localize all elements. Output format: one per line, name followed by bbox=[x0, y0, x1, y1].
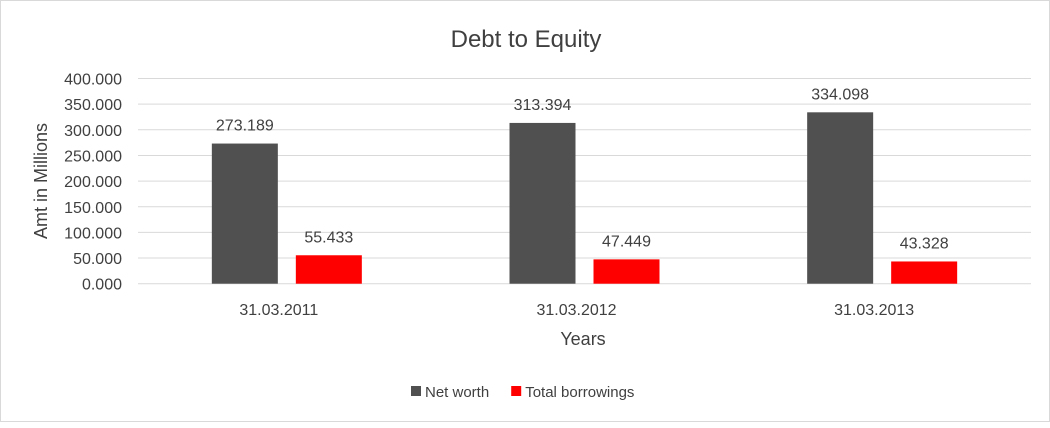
y-axis-label: Amt in Millions bbox=[31, 123, 51, 239]
bar-total-borrowings bbox=[295, 255, 362, 284]
y-tick-label: 400.000 bbox=[64, 72, 122, 89]
y-tick-label: 50.000 bbox=[73, 251, 122, 268]
data-label: 47.449 bbox=[602, 233, 651, 250]
x-axis-label: Years bbox=[560, 329, 605, 349]
bar-net-worth bbox=[509, 122, 576, 284]
y-tick-label: 350.000 bbox=[64, 97, 122, 114]
data-label: 43.328 bbox=[900, 235, 949, 252]
y-tick-label: 100.000 bbox=[64, 225, 122, 242]
data-label: 273.189 bbox=[216, 118, 274, 135]
y-tick-label: 200.000 bbox=[64, 174, 122, 191]
legend-label: Total borrowings bbox=[525, 384, 634, 401]
legend-swatch bbox=[411, 386, 421, 396]
chart-title: Debt to Equity bbox=[451, 26, 602, 53]
bar-total-borrowings bbox=[891, 261, 958, 284]
data-label: 334.098 bbox=[811, 86, 869, 103]
y-tick-label: 0.000 bbox=[82, 277, 122, 294]
data-label: 313.394 bbox=[514, 97, 572, 114]
legend: Net worth Total borrowings bbox=[411, 384, 634, 401]
y-tick-label: 250.000 bbox=[64, 148, 122, 165]
x-tick-label: 31.03.2011 bbox=[239, 302, 318, 319]
x-tick-label: 31.03.2013 bbox=[834, 302, 914, 319]
legend-label: Net worth bbox=[425, 384, 489, 401]
legend-swatch bbox=[511, 386, 522, 396]
data-label: 55.433 bbox=[304, 229, 353, 246]
x-tick-label: 31.03.2012 bbox=[536, 302, 616, 319]
bar-net-worth bbox=[807, 112, 874, 284]
bar-net-worth bbox=[211, 143, 278, 284]
bar-total-borrowings bbox=[593, 259, 660, 284]
y-tick-label: 300.000 bbox=[64, 123, 122, 140]
y-tick-label: 150.000 bbox=[64, 200, 122, 217]
